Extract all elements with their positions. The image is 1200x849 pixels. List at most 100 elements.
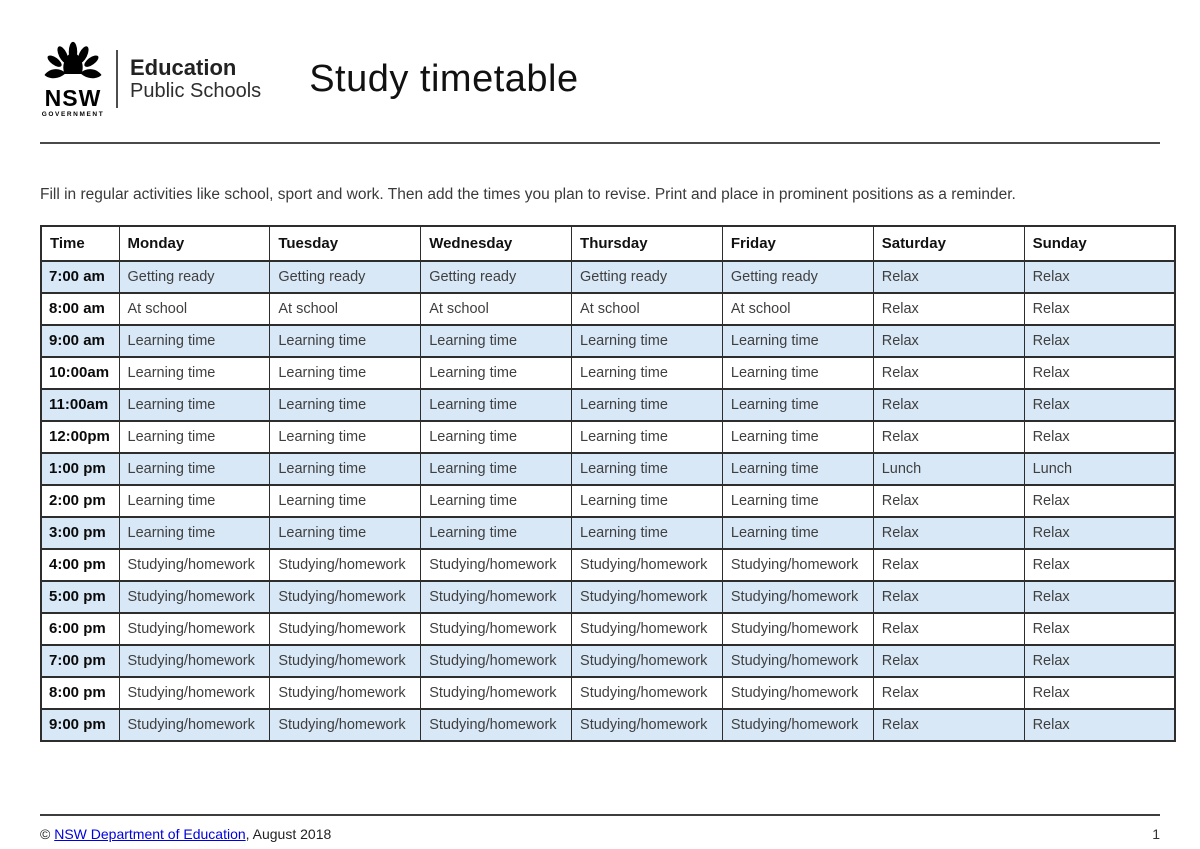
activity-cell: At school	[571, 292, 723, 326]
column-header-saturday: Saturday	[872, 225, 1025, 262]
activity-cell: Getting ready	[118, 260, 271, 294]
timetable-header: Time Monday Tuesday Wednesday Thursday Friday…	[40, 225, 1176, 262]
activity-cell: Studying/homework	[118, 708, 271, 742]
activity-cell: Relax	[1023, 484, 1176, 518]
table-row: 11:00am Learning time Learning time Learnin…	[40, 388, 1176, 422]
activity-cell: Learning time	[269, 356, 422, 390]
time-cell: 12:00pm	[40, 420, 120, 454]
table-row: 8:00 pm Studying/homework Studying/homewor…	[40, 676, 1176, 710]
activity-cell: Learning time	[571, 356, 723, 390]
activity-cell: Learning time	[269, 484, 422, 518]
activity-cell: Relax	[1023, 324, 1176, 358]
activity-cell: Learning time	[571, 420, 723, 454]
activity-cell: Learning time	[420, 324, 573, 358]
activity-cell: Learning time	[571, 324, 723, 358]
table-row: 1:00 pm Learning time Learning time Learnin…	[40, 452, 1176, 486]
activity-cell: Learning time	[118, 388, 271, 422]
activity-cell: Learning time	[420, 452, 573, 486]
activity-cell: Relax	[872, 708, 1025, 742]
time-cell: 9:00 pm	[40, 708, 120, 742]
time-cell: 8:00 pm	[40, 676, 120, 710]
copyright-suffix: , August 2018	[245, 825, 332, 842]
activity-cell: Relax	[1023, 388, 1176, 422]
activity-cell: Learning time	[118, 324, 271, 358]
activity-cell: At school	[269, 292, 422, 326]
activity-cell: Relax	[1023, 708, 1176, 742]
activity-cell: Studying/homework	[721, 548, 874, 582]
activity-cell: Learning time	[721, 452, 874, 486]
activity-cell: Studying/homework	[118, 580, 271, 614]
activity-cell: Studying/homework	[721, 580, 874, 614]
activity-cell: Studying/homework	[571, 644, 723, 678]
activity-cell: Relax	[872, 324, 1025, 358]
activity-cell: Relax	[1023, 260, 1176, 294]
copyright-prefix: ©	[40, 825, 55, 842]
nsw-wordmark: NSW	[44, 85, 102, 111]
activity-cell: Studying/homework	[269, 644, 422, 678]
activity-cell: Studying/homework	[118, 676, 271, 710]
activity-cell: Relax	[1023, 516, 1176, 550]
activity-cell: Relax	[872, 548, 1025, 582]
activity-cell: Studying/homework	[420, 580, 573, 614]
activity-cell: Learning time	[721, 420, 874, 454]
activity-cell: Studying/homework	[118, 548, 271, 582]
activity-cell: Studying/homework	[269, 676, 422, 710]
activity-cell: Learning time	[118, 356, 271, 390]
activity-cell: Relax	[872, 420, 1025, 454]
activity-cell: Relax	[872, 292, 1025, 326]
time-cell: 11:00am	[40, 388, 120, 422]
footer-rule	[40, 813, 1160, 816]
column-header-time: Time	[40, 225, 120, 262]
time-cell: 2:00 pm	[40, 484, 120, 518]
table-row: 3:00 pm Learning time Learning time Learnin…	[40, 516, 1176, 550]
table-row: 7:00 am Getting ready Getting ready Getting…	[40, 260, 1176, 294]
nsw-education-link[interactable]: NSW Department of Education	[54, 825, 246, 842]
activity-cell: Relax	[872, 580, 1025, 614]
activity-cell: Learning time	[118, 452, 271, 486]
activity-cell: Learning time	[269, 324, 422, 358]
activity-cell: Learning time	[721, 484, 874, 518]
column-header-monday: Monday	[118, 225, 271, 262]
activity-cell: Learning time	[269, 516, 422, 550]
activity-cell: Learning time	[269, 420, 422, 454]
column-header-thursday: Thursday	[571, 225, 723, 262]
header-row: Time Monday Tuesday Wednesday Thursday Friday…	[40, 225, 1176, 262]
activity-cell: Studying/homework	[721, 708, 874, 742]
time-cell: 3:00 pm	[40, 516, 120, 550]
activity-cell: Studying/homework	[571, 612, 723, 646]
activity-cell: Studying/homework	[269, 708, 422, 742]
activity-cell: Studying/homework	[269, 548, 422, 582]
activity-cell: Learning time	[721, 324, 874, 358]
activity-cell: Learning time	[571, 452, 723, 486]
activity-cell: Lunch	[872, 452, 1025, 486]
table-row: 6:00 pm Studying/homework Studying/homewor…	[40, 612, 1176, 646]
activity-cell: Studying/homework	[571, 708, 723, 742]
column-header-tuesday: Tuesday	[269, 225, 422, 262]
activity-cell: Learning time	[571, 388, 723, 422]
nsw-government-logo: NSW GOVERNMENT Education Public Schools	[40, 40, 261, 119]
department-subname: Public Schools	[130, 80, 262, 103]
activity-cell: Learning time	[118, 420, 271, 454]
time-cell: 10:00am	[40, 356, 120, 390]
department-name: Education	[130, 55, 237, 81]
time-cell: 9:00 am	[40, 324, 120, 358]
activity-cell: Studying/homework	[269, 580, 422, 614]
activity-cell: Studying/homework	[420, 708, 573, 742]
activity-cell: Learning time	[420, 484, 573, 518]
activity-cell: Relax	[872, 260, 1025, 294]
department-block: Education Public Schools	[130, 55, 261, 103]
activity-cell: Learning time	[420, 420, 573, 454]
activity-cell: Studying/homework	[118, 612, 271, 646]
column-header-friday: Friday	[721, 225, 874, 262]
activity-cell: Getting ready	[420, 260, 573, 294]
waratah-flower-icon	[42, 40, 104, 86]
activity-cell: Getting ready	[571, 260, 723, 294]
activity-cell: Studying/homework	[571, 548, 723, 582]
activity-cell: Getting ready	[721, 260, 874, 294]
timetable-body: 7:00 am Getting ready Getting ready Getting…	[40, 260, 1176, 742]
activity-cell: Relax	[1023, 548, 1176, 582]
activity-cell: Studying/homework	[269, 612, 422, 646]
table-row: 2:00 pm Learning time Learning time Learnin…	[40, 484, 1176, 518]
activity-cell: Studying/homework	[721, 612, 874, 646]
